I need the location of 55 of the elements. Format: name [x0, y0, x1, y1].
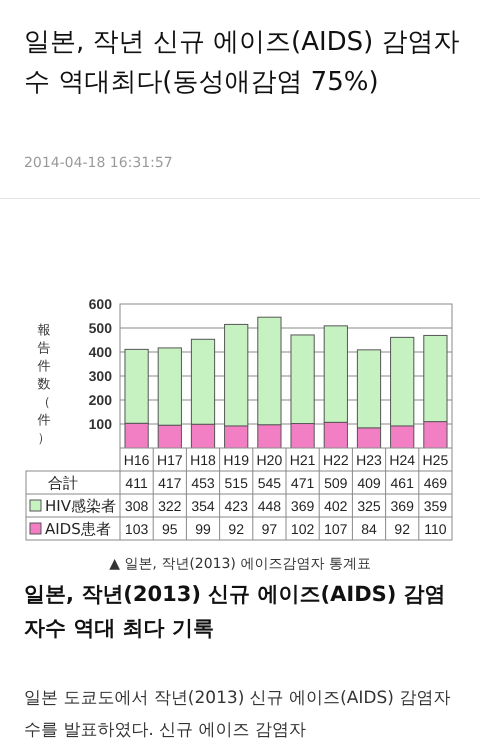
data-label: 423: [224, 498, 248, 514]
data-label: 84: [361, 521, 377, 537]
total-label: 461: [390, 475, 414, 491]
y-axis-title: 報告件数（件）: [38, 323, 50, 446]
y-tick-label: 400: [88, 344, 112, 360]
x-tick-label: H23: [356, 452, 382, 468]
data-label: 92: [228, 521, 244, 537]
x-tick-label: H18: [190, 452, 216, 468]
data-label: 402: [324, 498, 348, 514]
text: 2014-04-18 16:31:57: [24, 155, 173, 171]
total-label: 515: [224, 475, 248, 491]
data-label: 322: [158, 498, 182, 514]
total-label: 471: [290, 475, 314, 491]
data-label: 92: [394, 521, 410, 537]
data-label: 325: [357, 498, 381, 514]
legend-label: HIV感染者: [45, 497, 116, 515]
data-label: 359: [424, 498, 448, 514]
total-label: 453: [191, 475, 215, 491]
total-label: 417: [158, 475, 182, 491]
total-label: 409: [357, 475, 381, 491]
data-label: 110: [424, 521, 447, 537]
data-label: 369: [390, 498, 414, 514]
y-tick-label: 600: [88, 296, 112, 312]
y-tick-label: 500: [88, 320, 112, 336]
y-tick-label: 300: [88, 368, 112, 384]
total-label: 411: [125, 475, 148, 491]
data-label: 308: [124, 498, 148, 514]
x-tick-label: H20: [256, 452, 282, 468]
text: ▲ 일본, 작년(2013) 에이즈감염자 통계표: [108, 555, 372, 573]
chart-title: 일본, 작년 신규 에이즈(AIDS) 감염자수 역대최다(동성애감염 75%): [24, 26, 461, 99]
x-tick-label: H16: [124, 452, 150, 468]
y-tick-label: 100: [88, 416, 112, 432]
total-label: 469: [424, 475, 448, 491]
data-label: 369: [290, 498, 314, 514]
x-tick-label: H21: [290, 452, 316, 468]
data-label: 95: [162, 521, 178, 537]
data-label: 103: [124, 521, 148, 537]
x-tick-label: H24: [389, 452, 416, 468]
data-label: 448: [258, 498, 282, 514]
x-tick-label: H25: [422, 452, 448, 468]
x-tick-label: H22: [322, 452, 349, 468]
legend-label: AIDS患者: [45, 520, 111, 538]
data-label: 107: [324, 521, 348, 537]
text: 合計: [48, 474, 78, 492]
data-label: 97: [262, 521, 278, 537]
x-tick-label: H19: [223, 452, 250, 468]
text: 일본, 작년(2013) 신규 에이즈(AIDS) 감염자수 역대 최다 기록: [24, 581, 447, 642]
x-tick-label: H17: [156, 452, 183, 468]
data-label: 102: [290, 521, 314, 537]
data-label: 99: [195, 521, 211, 537]
y-tick-label: 200: [88, 392, 112, 408]
total-label: 509: [324, 475, 348, 491]
text: 일본 도쿄도에서 작년(2013) 신규 에이즈(AIDS) 감염자수를 발표하였다. 신규 에이즈 감염자: [24, 687, 452, 742]
data-label: 354: [191, 498, 215, 514]
total-label: 545: [258, 475, 282, 491]
